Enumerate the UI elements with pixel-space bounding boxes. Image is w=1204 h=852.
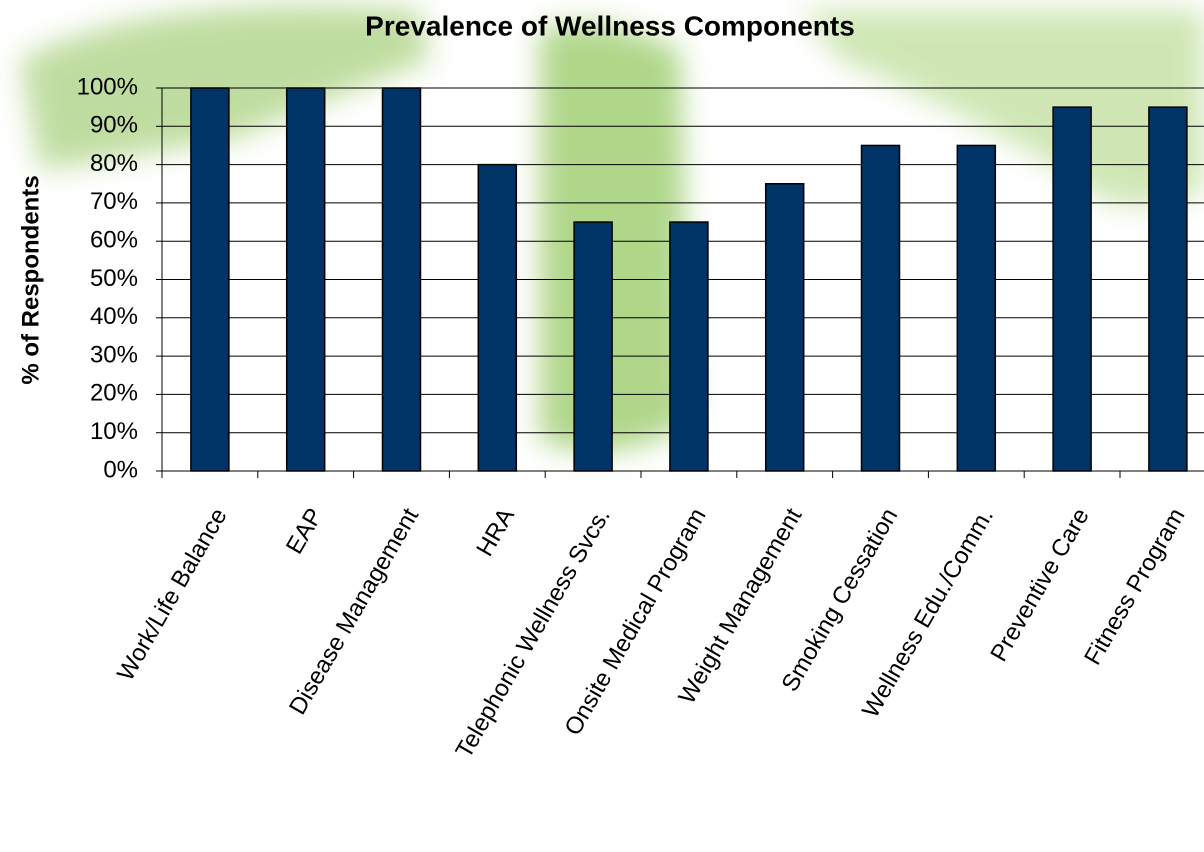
- x-tick-label: EAP: [281, 504, 328, 559]
- y-axis-label: % of Respondents: [17, 175, 44, 384]
- bar: [1148, 106, 1188, 472]
- bar: [860, 144, 901, 472]
- y-tick-label: 60%: [90, 227, 138, 254]
- y-tick-label: 90%: [90, 112, 138, 139]
- y-tick-label: 30%: [90, 341, 138, 368]
- y-tick-label: 70%: [90, 188, 138, 215]
- y-tick-label: 10%: [90, 418, 138, 445]
- bar: [190, 87, 230, 472]
- bar: [381, 87, 422, 472]
- x-tick-label: Work/Life Balance: [112, 504, 233, 686]
- bar: [477, 163, 518, 472]
- x-tick-label: HRA: [471, 504, 520, 561]
- chart-title: Prevalence of Wellness Components: [365, 10, 855, 41]
- y-tick-label: 0%: [103, 456, 138, 483]
- bar: [669, 221, 709, 472]
- y-tick-label: 50%: [90, 265, 138, 292]
- y-tick-label: 80%: [90, 150, 138, 177]
- x-tick-label: Fitness Program: [1079, 504, 1190, 670]
- bar: [285, 87, 326, 472]
- y-tick-label: 40%: [90, 303, 138, 330]
- bar: [956, 144, 997, 472]
- x-tick-label: Preventive Care: [985, 504, 1094, 667]
- bar: [1052, 106, 1092, 472]
- bar: [764, 183, 805, 472]
- bar: [573, 221, 613, 472]
- y-tick-label: 20%: [90, 380, 138, 407]
- y-tick-label: 100%: [77, 73, 138, 100]
